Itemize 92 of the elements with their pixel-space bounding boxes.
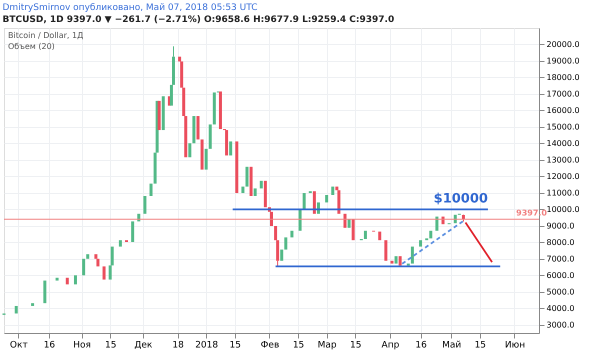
candlestick (410, 246, 414, 264)
series-label: $10000 (434, 191, 488, 206)
y-tick-label: 15000.0 (546, 122, 580, 132)
candlestick (196, 116, 200, 140)
candlestick (150, 184, 153, 196)
candlestick (235, 141, 238, 194)
x-tick-label: 15 (292, 340, 304, 350)
candlestick (398, 256, 402, 266)
annotation: Объем (20) (8, 42, 55, 51)
x-tick-label: Окт (10, 340, 28, 350)
candlestick (384, 240, 388, 261)
candlestick (66, 278, 69, 284)
candlestick (208, 124, 212, 149)
y-tick-label: 10000.0 (546, 204, 580, 214)
candlestick (158, 100, 161, 130)
y-tick-label: 7000.0 (546, 254, 574, 264)
candlestick (284, 237, 288, 250)
y-tick-label: 4000.0 (546, 304, 574, 313)
candlestick (264, 180, 267, 208)
x-tick-label: 2018 (195, 340, 218, 350)
x-tick-label: Июн (504, 340, 526, 350)
y-tick-label: 12000.0 (546, 172, 580, 181)
candlestick (344, 214, 347, 228)
y-tick-label: 16000.0 (546, 106, 580, 115)
x-tick-label: Фев (260, 340, 280, 350)
candlestick (74, 275, 77, 284)
x-tick-label: Апр (382, 340, 400, 350)
y-tick-label: 3000.0 (546, 320, 574, 330)
candlestick (245, 166, 248, 187)
annotation: Bitcoin / Dollar, 1Д (8, 31, 84, 40)
x-tick-label: Дек (134, 340, 153, 350)
x-tick-label: 18 (172, 340, 184, 350)
candlestick (352, 219, 355, 240)
candlestick (250, 166, 253, 196)
candlestick (200, 139, 204, 170)
candlestick (229, 141, 232, 156)
chart-title: DmitrySmirnov опубликовано, Май 07, 2018 05:53 UTC (2, 3, 258, 13)
candlestick (14, 306, 18, 314)
candlestick (188, 143, 192, 158)
x-tick-label: 15 (104, 340, 116, 350)
candlestick (429, 230, 432, 238)
candlestick (254, 188, 257, 196)
y-tick-label: 19000.0 (546, 56, 580, 66)
candlestick (325, 195, 328, 202)
candlestick (337, 190, 340, 214)
y-tick-label: 5000.0 (546, 287, 574, 296)
candlestick (192, 116, 196, 144)
y-tick-label: 18000.0 (546, 72, 580, 82)
y-tick-label: 20000.0 (546, 40, 580, 49)
candlestick (260, 180, 263, 188)
x-tick-label: 15 (230, 340, 241, 350)
candlestick (162, 96, 165, 130)
x-tick-label: 16 (44, 340, 56, 350)
candlestick (143, 196, 146, 214)
candlestick (131, 221, 134, 242)
candlestick (394, 256, 398, 264)
candlestick (118, 240, 122, 247)
candlestick (298, 210, 302, 231)
candlestick (364, 230, 367, 240)
y-tick-label: 13000.0 (546, 155, 580, 164)
candlestick (212, 92, 216, 124)
candlestick (435, 216, 438, 231)
y-tick-label: 17000.0 (546, 89, 580, 98)
candlestick (86, 254, 90, 259)
candlestick (378, 232, 382, 240)
candlestick (290, 230, 294, 238)
y-tick-label: 11000.0 (546, 188, 580, 198)
candlestick (204, 148, 208, 170)
y-tick-label: 6000.0 (546, 270, 574, 280)
x-tick-label: Ноя (73, 340, 91, 350)
candlestick (31, 303, 34, 306)
candlestick (241, 186, 244, 194)
candlestick (419, 240, 422, 247)
x-tick-label: Мар (318, 340, 337, 350)
y-tick-label: 14000.0 (546, 138, 580, 148)
x-tick-label: 15 (350, 340, 362, 350)
y-tick-label: 8000.0 (546, 238, 574, 247)
candlestick (102, 266, 106, 280)
candlestick (280, 250, 284, 261)
candlestick (312, 191, 316, 214)
x-tick-label: 15 (474, 340, 486, 350)
chart-subtitle: BTCUSD, 1D 9397.0 ▼ −261.7 (−2.71%) O:9658.6 H:9677.9 L:9259.4 C:9397.0 (2, 15, 394, 25)
candlestick (218, 91, 222, 130)
x-tick-label: Май (442, 340, 462, 350)
x-tick-label: 16 (415, 340, 428, 350)
candlestick (348, 219, 351, 228)
y-tick-label: 9000.0 (546, 221, 574, 230)
candlestick (225, 130, 228, 156)
candlestick (43, 280, 46, 304)
candlestick (331, 186, 334, 196)
candlestick (302, 193, 306, 210)
candlestick (82, 258, 86, 276)
